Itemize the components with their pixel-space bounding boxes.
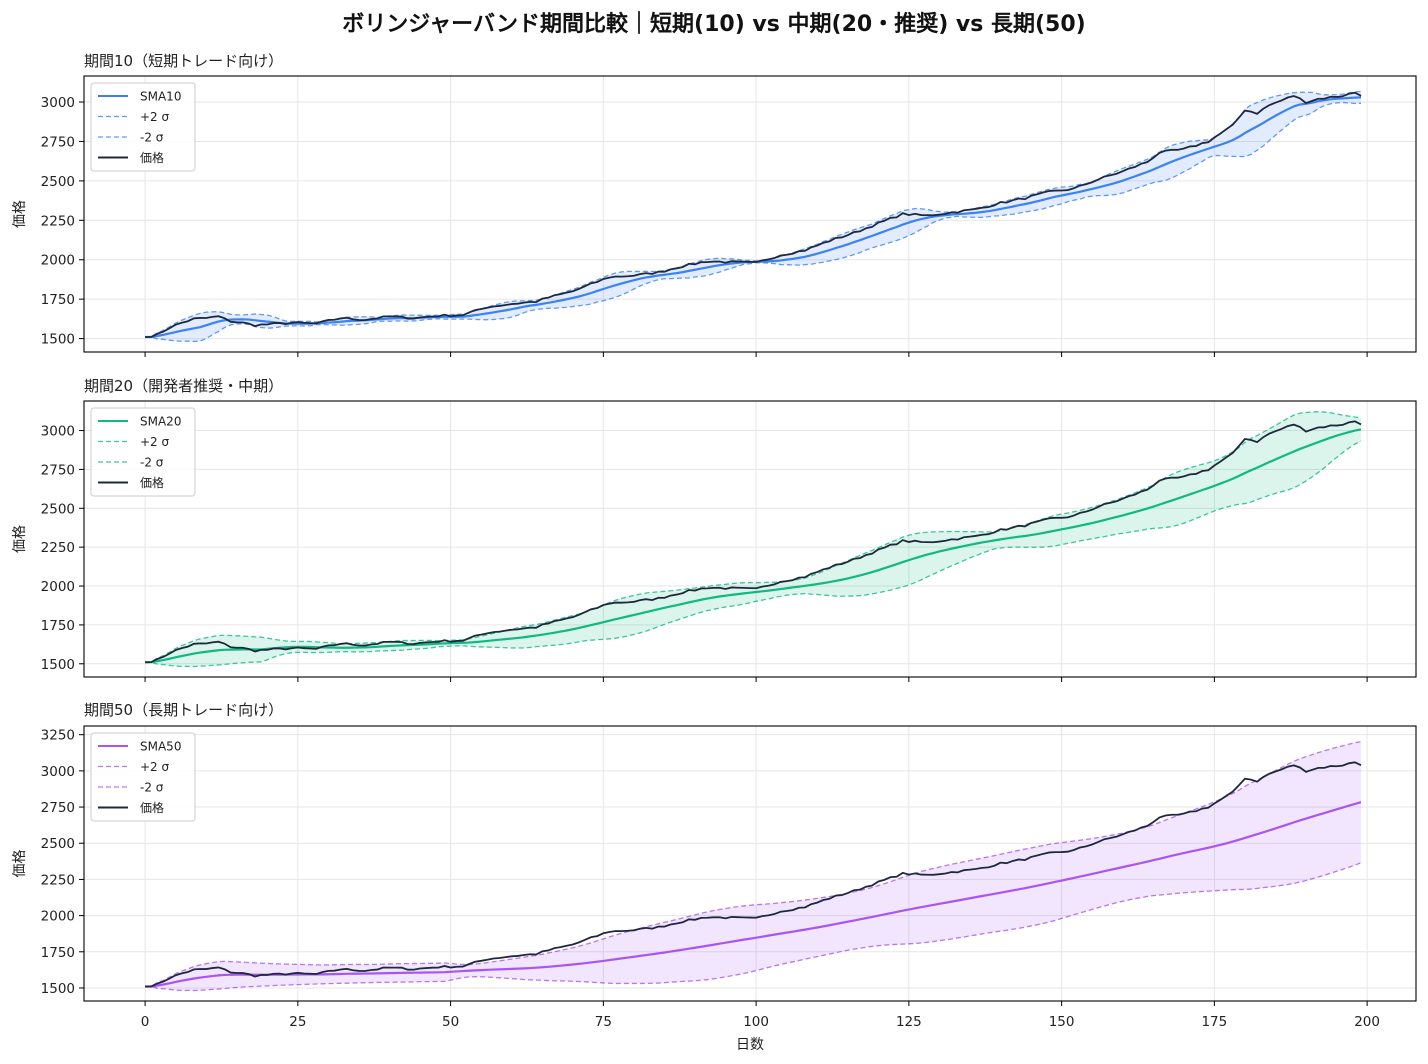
panel-title: 期間20（開発者推奨・中期）: [84, 377, 283, 395]
legend-label: SMA50: [140, 740, 181, 754]
band-fill: [145, 741, 1362, 991]
legend-box: [90, 407, 196, 497]
axis-ticks: 1500 1750 2000 2250 2500 2750 3000: [41, 424, 1368, 682]
panel-period-20: 期間20（開発者推奨・中期） 1500 1750 2000 2250 2500 2750 3…: [12, 377, 1417, 682]
y-tick-label: 2000: [41, 579, 75, 595]
y-tick-label: 1750: [41, 292, 75, 308]
series-price: [145, 91, 1362, 338]
legend-label: +2 σ: [140, 760, 170, 774]
y-tick-label: 3000: [41, 764, 75, 780]
x-tick-label: 125: [896, 1014, 922, 1030]
legend-label: 価格: [140, 150, 164, 165]
series-sma: [145, 801, 1362, 988]
legend: SMA10 +2 σ -2 σ 価格: [90, 82, 196, 172]
figure-title: ボリンジャーバンド期間比較｜短期(10) vs 中期(20・推奨) vs 長期(…: [342, 11, 1085, 37]
y-tick-label: 1500: [41, 657, 75, 673]
series-sma: [145, 428, 1362, 664]
band-fill: [145, 411, 1362, 667]
panel-period-10: 期間10（短期トレード向け） 1500 1750 2000 2250 2500 2750 3…: [12, 52, 1417, 357]
legend-label: -2 σ: [140, 781, 164, 795]
grid: [84, 401, 1416, 677]
y-tick-label: 3000: [41, 424, 75, 440]
x-tick-label: 200: [1354, 1014, 1380, 1030]
legend: SMA20 +2 σ -2 σ 価格: [90, 407, 196, 497]
grid: [84, 76, 1416, 352]
band-area: [145, 91, 1362, 342]
y-tick-label: 1500: [41, 332, 75, 348]
y-tick-label: 2250: [41, 213, 75, 229]
x-tick-label: 75: [595, 1014, 612, 1030]
y-tick-label: 2750: [41, 800, 75, 816]
x-tick-label: 150: [1049, 1014, 1075, 1030]
y-tick-label: 1500: [41, 981, 75, 997]
y-tick-label: 2250: [41, 540, 75, 556]
panel-period-50: 期間50（長期トレード向け） 0 25 50 75 100 125 150 175 200 150…: [12, 701, 1417, 1053]
series-price: [145, 420, 1362, 664]
series-lower-band: [145, 101, 1362, 342]
axis-ticks: 1500 1750 2000 2250 2500 2750 3000: [41, 95, 1368, 357]
y-tick-label: 2750: [41, 134, 75, 150]
series-price: [145, 761, 1362, 988]
series-upper-band: [145, 741, 1362, 988]
series-lines: [145, 411, 1362, 668]
x-tick-label: 100: [743, 1014, 769, 1030]
legend-label: +2 σ: [140, 435, 170, 449]
legend-label: -2 σ: [140, 131, 164, 145]
y-tick-label: 1750: [41, 618, 75, 634]
x-tick-label: 0: [141, 1014, 150, 1030]
y-tick-label: 2000: [41, 909, 75, 925]
x-tick-label: 175: [1201, 1014, 1227, 1030]
y-tick-label: 3000: [41, 95, 75, 111]
series-sma: [145, 96, 1362, 339]
plot-frame: [83, 75, 1417, 353]
x-axis-label: 日数: [736, 1037, 764, 1053]
y-tick-label: 2750: [41, 462, 75, 478]
series-lines: [145, 741, 1362, 992]
y-axis-label: 価格: [12, 200, 28, 228]
y-tick-label: 2500: [41, 174, 75, 190]
plot-frame: [83, 400, 1417, 678]
y-tick-label: 2500: [41, 836, 75, 852]
legend-label: SMA20: [140, 415, 181, 429]
legend-label: SMA10: [140, 90, 181, 104]
axis-ticks: 0 25 50 75 100 125 150 175 200 1500 1750 2000 2250 25…: [41, 728, 1380, 1030]
x-tick-label: 25: [289, 1014, 306, 1030]
series-lower-band: [145, 862, 1362, 992]
y-tick-label: 2250: [41, 872, 75, 888]
series-lines: [145, 90, 1362, 342]
panel-title: 期間50（長期トレード向け）: [84, 701, 283, 719]
y-tick-label: 2500: [41, 501, 75, 517]
legend-label: 価格: [140, 800, 164, 815]
x-tick-label: 50: [442, 1014, 459, 1030]
legend-box: [90, 732, 196, 822]
y-tick-label: 3250: [41, 728, 75, 744]
series-lower-band: [145, 440, 1362, 668]
y-axis-label: 価格: [12, 850, 28, 878]
legend: SMA50 +2 σ -2 σ 価格: [90, 732, 196, 822]
band-area: [145, 411, 1362, 667]
legend-label: +2 σ: [140, 110, 170, 124]
grid: [84, 726, 1416, 1001]
band-area: [145, 741, 1362, 991]
y-axis-label: 価格: [12, 525, 28, 553]
panel-title: 期間10（短期トレード向け）: [84, 52, 283, 70]
legend-box: [90, 82, 196, 172]
legend-label: -2 σ: [140, 456, 164, 470]
plot-frame: [83, 725, 1417, 1002]
series-upper-band: [145, 90, 1362, 338]
band-fill: [145, 91, 1362, 342]
y-tick-label: 2000: [41, 253, 75, 269]
y-tick-label: 1750: [41, 945, 75, 961]
legend-label: 価格: [140, 475, 164, 490]
